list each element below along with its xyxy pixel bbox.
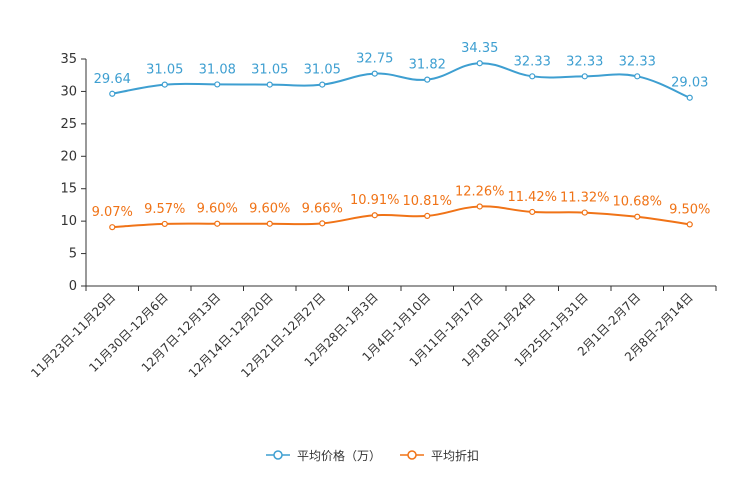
series-line: [112, 62, 691, 99]
data-point: [214, 220, 221, 227]
data-label: 9.60%: [197, 202, 238, 217]
data-label: 9.66%: [302, 201, 343, 216]
data-label: 9.60%: [249, 202, 290, 217]
data-point: [266, 81, 273, 88]
data-label: 34.35: [461, 41, 498, 56]
data-point: [581, 73, 588, 80]
data-label: 32.75: [356, 52, 393, 67]
data-point: [109, 90, 116, 97]
legend: 平均价格（万） 平均折扣: [0, 444, 744, 466]
y-tick-label: 10: [60, 214, 77, 229]
data-point: [371, 70, 378, 77]
data-point: [634, 73, 641, 80]
legend-marker-discount: [400, 450, 424, 460]
y-tick-label: 35: [60, 52, 77, 67]
legend-item-discount[interactable]: 平均折扣: [399, 447, 479, 464]
data-point: [686, 94, 693, 101]
data-point: [424, 212, 431, 219]
y-tick-label: 20: [60, 149, 77, 164]
data-point: [529, 73, 536, 80]
data-label: 32.33: [566, 54, 603, 69]
data-point: [686, 221, 693, 228]
data-point: [371, 212, 378, 219]
data-label: 32.33: [619, 54, 656, 69]
series-0: 29.64 31.05 31.08 31.05 31.05 32.75 31.82 34.35…: [94, 41, 708, 101]
data-label: 31.05: [251, 63, 288, 78]
data-label: 31.08: [199, 62, 236, 77]
data-label: 10.68%: [612, 195, 662, 210]
data-point: [581, 209, 588, 216]
y-tick-label: 25: [60, 117, 77, 132]
data-point: [476, 203, 483, 210]
data-point: [634, 213, 641, 220]
data-label: 11.42%: [507, 190, 557, 205]
data-label: 9.50%: [669, 202, 710, 217]
data-point: [476, 60, 483, 67]
data-label: 11.32%: [560, 191, 610, 206]
legend-marker-price: [265, 450, 290, 460]
legend-label-price: 平均价格（万）: [296, 448, 381, 463]
data-point: [161, 81, 168, 88]
legend-item-price[interactable]: 平均价格（万）: [265, 447, 381, 464]
data-point: [319, 81, 326, 88]
data-label: 31.05: [304, 63, 341, 78]
chart-canvas: 0510152025303511月23日-11月29日11月30日-12月6日1…: [28, 41, 717, 380]
data-point: [266, 220, 273, 227]
y-tick-label: 5: [69, 247, 77, 262]
legend-label-discount: 平均折扣: [431, 448, 480, 463]
data-label: 9.07%: [92, 205, 133, 220]
data-point: [424, 76, 431, 83]
data-label: 32.33: [514, 54, 551, 69]
series-line: [112, 205, 690, 229]
data-label: 31.05: [146, 63, 183, 78]
x-tick-label: 11月23日-11月29日: [28, 290, 118, 380]
data-label: 12.26%: [455, 184, 505, 199]
data-label: 10.81%: [402, 194, 452, 209]
series-1: 9.07% 9.57% 9.60% 9.60% 9.66% 10.91% 10.81%12.…: [92, 184, 710, 231]
data-point: [161, 220, 168, 228]
data-label: 31.82: [409, 58, 446, 73]
data-label: 10.91%: [350, 193, 400, 208]
data-label: 9.57%: [144, 202, 185, 217]
data-point: [214, 81, 221, 88]
y-tick-label: 0: [69, 279, 77, 294]
data-point: [109, 224, 116, 231]
y-tick-label: 30: [60, 84, 77, 99]
data-label: 29.64: [94, 72, 131, 87]
y-tick-label: 15: [60, 182, 77, 197]
data-label: 29.03: [671, 76, 708, 91]
data-point: [319, 220, 326, 227]
data-point: [529, 208, 536, 216]
